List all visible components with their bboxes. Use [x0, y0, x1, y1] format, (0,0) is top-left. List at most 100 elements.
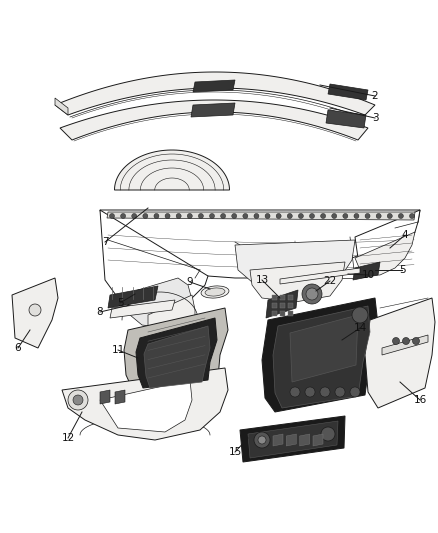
Ellipse shape — [205, 288, 225, 296]
Polygon shape — [300, 434, 310, 446]
Circle shape — [154, 214, 159, 219]
Text: 10: 10 — [361, 270, 374, 280]
Polygon shape — [273, 434, 283, 446]
Text: 5: 5 — [399, 265, 405, 275]
Polygon shape — [288, 295, 293, 300]
Polygon shape — [107, 212, 415, 220]
Text: 14: 14 — [353, 323, 367, 333]
Polygon shape — [110, 300, 175, 318]
Text: 5: 5 — [117, 298, 124, 308]
Text: 15: 15 — [228, 447, 242, 457]
Circle shape — [209, 214, 215, 219]
Text: 3: 3 — [372, 113, 378, 123]
Circle shape — [387, 214, 392, 219]
Circle shape — [302, 284, 322, 304]
Polygon shape — [55, 98, 68, 115]
Polygon shape — [60, 100, 368, 140]
Polygon shape — [353, 262, 380, 280]
Circle shape — [305, 387, 315, 397]
Polygon shape — [235, 240, 355, 286]
Circle shape — [232, 214, 237, 219]
Polygon shape — [326, 110, 366, 128]
Polygon shape — [266, 290, 298, 318]
Polygon shape — [115, 390, 125, 404]
Circle shape — [110, 214, 114, 219]
Text: 22: 22 — [323, 276, 337, 286]
Polygon shape — [273, 306, 370, 408]
Circle shape — [287, 214, 292, 219]
Circle shape — [403, 337, 410, 344]
Circle shape — [298, 214, 304, 219]
Polygon shape — [288, 303, 293, 308]
Polygon shape — [240, 416, 345, 462]
Circle shape — [413, 337, 420, 344]
Circle shape — [399, 214, 403, 219]
Polygon shape — [62, 368, 228, 440]
Polygon shape — [272, 295, 277, 300]
Polygon shape — [382, 335, 428, 355]
Text: 2: 2 — [372, 91, 378, 101]
Circle shape — [254, 214, 259, 219]
Text: 11: 11 — [111, 345, 125, 355]
Circle shape — [354, 214, 359, 219]
Polygon shape — [288, 311, 293, 316]
Polygon shape — [286, 434, 297, 446]
Circle shape — [332, 214, 337, 219]
Circle shape — [143, 214, 148, 219]
Polygon shape — [355, 210, 420, 262]
Polygon shape — [148, 295, 195, 342]
Circle shape — [276, 214, 281, 219]
Text: 16: 16 — [413, 395, 427, 405]
Polygon shape — [248, 421, 338, 458]
Circle shape — [120, 214, 126, 219]
Circle shape — [376, 214, 381, 219]
Polygon shape — [114, 150, 230, 190]
Polygon shape — [136, 318, 217, 388]
Circle shape — [343, 214, 348, 219]
Polygon shape — [280, 303, 285, 308]
Circle shape — [132, 214, 137, 219]
Circle shape — [335, 387, 345, 397]
Circle shape — [187, 214, 192, 219]
Text: 4: 4 — [402, 230, 408, 240]
Polygon shape — [100, 390, 110, 404]
Circle shape — [320, 387, 330, 397]
Polygon shape — [355, 232, 415, 275]
Polygon shape — [262, 298, 378, 412]
Circle shape — [321, 427, 335, 441]
Circle shape — [290, 387, 300, 397]
Text: 6: 6 — [15, 343, 21, 353]
Polygon shape — [144, 326, 210, 388]
Circle shape — [350, 387, 360, 397]
Circle shape — [365, 214, 370, 219]
Polygon shape — [272, 303, 277, 308]
Circle shape — [176, 214, 181, 219]
Circle shape — [310, 214, 314, 219]
Circle shape — [221, 214, 226, 219]
Polygon shape — [128, 278, 192, 328]
Polygon shape — [313, 434, 323, 446]
Circle shape — [243, 214, 248, 219]
Polygon shape — [328, 84, 368, 100]
Polygon shape — [280, 311, 285, 316]
Circle shape — [306, 288, 318, 300]
Circle shape — [68, 390, 88, 410]
Polygon shape — [100, 380, 192, 432]
Circle shape — [410, 214, 414, 219]
Polygon shape — [365, 298, 435, 408]
Polygon shape — [100, 210, 208, 315]
Polygon shape — [12, 278, 58, 348]
Polygon shape — [55, 72, 375, 115]
Circle shape — [392, 337, 399, 344]
Circle shape — [165, 214, 170, 219]
Circle shape — [29, 304, 41, 316]
Ellipse shape — [201, 286, 229, 298]
Circle shape — [265, 214, 270, 219]
Circle shape — [254, 432, 270, 448]
Circle shape — [198, 214, 203, 219]
Polygon shape — [280, 268, 360, 284]
Circle shape — [321, 214, 325, 219]
Text: 13: 13 — [255, 275, 268, 285]
Text: 9: 9 — [187, 277, 193, 287]
Polygon shape — [280, 295, 285, 300]
